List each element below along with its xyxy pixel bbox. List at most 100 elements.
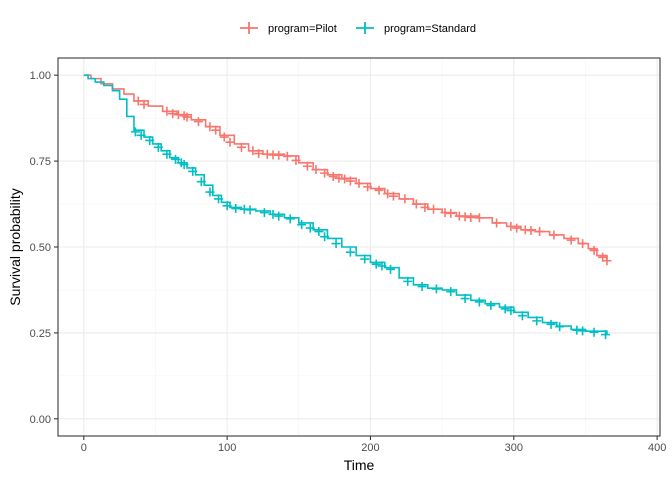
censor-mark: [285, 214, 295, 224]
censor-mark: [196, 177, 206, 187]
y-tick-label: 0.25: [30, 328, 51, 340]
censor-mark: [400, 194, 410, 204]
legend: program=Pilot program=Standard: [240, 22, 476, 35]
x-tick-label: 100: [218, 442, 236, 454]
censor-mark: [274, 211, 284, 221]
censor-mark: [578, 239, 588, 249]
censor-mark: [363, 182, 373, 192]
censor-mark: [328, 172, 338, 182]
legend-label: program=Pilot: [268, 23, 337, 35]
censor-mark: [311, 165, 321, 175]
legend-label: program=Standard: [384, 23, 476, 35]
grid: [58, 58, 660, 436]
series-pilot: [83, 74, 612, 266]
censor-mark: [320, 168, 330, 178]
censor-mark: [130, 127, 140, 137]
censor-mark: [386, 264, 396, 274]
censor-mark: [474, 213, 484, 223]
x-tick-label: 400: [648, 442, 666, 454]
censor-mark: [601, 330, 611, 340]
censor-mark: [345, 247, 355, 257]
x-tick-label: 0: [81, 442, 87, 454]
censor-mark: [532, 316, 542, 326]
legend-key: [240, 22, 258, 34]
censor-mark: [526, 226, 536, 236]
censor-mark: [219, 132, 229, 142]
y-tick-label: 0.00: [30, 414, 51, 426]
censor-mark: [566, 235, 576, 245]
censor-mark: [589, 327, 599, 337]
censor-mark: [205, 187, 215, 197]
x-tick-label: 200: [361, 442, 379, 454]
censor-mark: [506, 221, 516, 231]
censor-mark: [371, 259, 381, 269]
censor-mark: [429, 204, 439, 214]
x-tick-label: 300: [505, 442, 523, 454]
censor-mark: [133, 96, 143, 106]
censor-mark: [535, 227, 545, 237]
censor-mark: [578, 326, 588, 336]
censor-mark: [188, 166, 198, 176]
series-layer: [83, 74, 612, 340]
censor-mark: [259, 208, 269, 218]
censor-mark: [466, 212, 476, 222]
y-axis-title: Survival probability: [7, 188, 23, 306]
censor-mark: [420, 202, 430, 212]
censor-mark: [302, 161, 312, 171]
censor-mark: [500, 304, 510, 314]
censor-mark: [162, 149, 172, 159]
censor-mark: [153, 142, 163, 152]
censor-mark: [179, 160, 189, 170]
censor-mark: [377, 261, 387, 271]
censor-mark: [506, 306, 516, 316]
censor-mark: [297, 220, 307, 230]
censor-mark: [403, 276, 413, 286]
censor-mark: [546, 319, 556, 329]
censor-mark: [589, 245, 599, 255]
censor-mark: [460, 294, 470, 304]
censor-mark: [486, 300, 496, 310]
legend-item: program=Standard: [356, 22, 476, 35]
censor-mark: [374, 185, 384, 195]
censor-mark: [512, 223, 522, 233]
censor-mark: [222, 201, 232, 211]
censor-mark: [291, 155, 301, 165]
censor-mark: [320, 232, 330, 242]
censor-mark: [305, 223, 315, 233]
censor-mark: [171, 154, 181, 164]
censor-mark: [168, 109, 178, 119]
censor-mark: [136, 130, 146, 140]
y-tick-label: 0.75: [30, 156, 51, 168]
censor-mark: [211, 125, 221, 135]
censor-mark: [474, 297, 484, 307]
censor-mark: [245, 205, 255, 215]
censor-mark: [268, 209, 278, 219]
censor-mark: [411, 199, 421, 209]
y-tick-label: 0.50: [30, 242, 51, 254]
censor-mark: [388, 191, 398, 201]
ticks: 0 100 200 300 400 0.00 0.25 0.50 0.75 1.00: [30, 70, 667, 454]
series-standard: [83, 74, 611, 340]
censor-mark: [354, 178, 364, 188]
censor-mark: [492, 218, 502, 228]
censor-mark: [331, 239, 341, 249]
censor-mark: [162, 106, 172, 116]
censor-mark: [446, 287, 456, 297]
survival-curve: [83, 74, 608, 335]
censor-mark: [248, 146, 258, 156]
censor-mark: [236, 142, 246, 152]
censor-mark: [205, 122, 215, 132]
x-axis-title: Time: [344, 457, 375, 473]
censor-mark: [517, 311, 527, 321]
censor-mark: [193, 117, 203, 127]
censor-mark: [446, 208, 456, 218]
censor-mark: [182, 112, 192, 122]
censor-mark: [145, 135, 155, 145]
censor-mark: [274, 150, 284, 160]
censor-mark: [555, 322, 565, 332]
censor-mark: [139, 99, 149, 109]
censor-mark: [340, 174, 350, 184]
censor-mark: [383, 189, 393, 199]
y-tick-label: 1.00: [30, 70, 51, 82]
